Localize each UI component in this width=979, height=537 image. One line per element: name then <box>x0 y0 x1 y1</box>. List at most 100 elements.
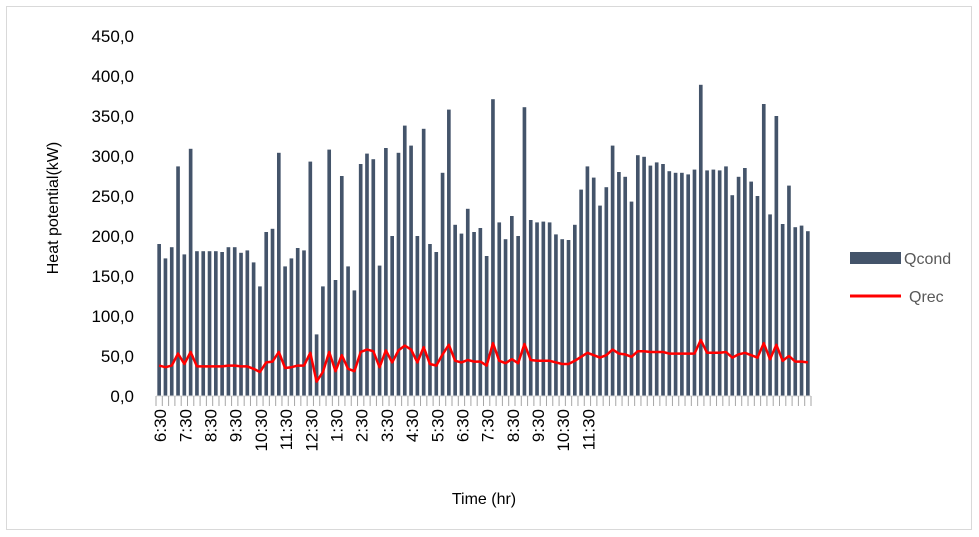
qcond-bar <box>598 205 602 396</box>
qcond-bar <box>314 334 319 396</box>
qcond-bar <box>295 248 300 396</box>
y-tick-label: 100,0 <box>91 307 134 326</box>
qcond-bar <box>629 201 634 396</box>
qcond-bar <box>623 176 628 396</box>
qcond-bar <box>566 240 571 396</box>
y-tick-label: 300,0 <box>91 147 134 166</box>
qcond-bar <box>465 208 470 396</box>
qcond-bar <box>365 153 369 396</box>
qcond-bar <box>743 168 747 396</box>
qcond-bar <box>163 258 168 396</box>
qcond-bar <box>333 280 338 396</box>
x-tick-label: 1:30 <box>328 409 347 442</box>
qcond-bar <box>806 231 810 396</box>
qcond-bar <box>270 228 275 396</box>
x-tick-label: 6:30 <box>453 409 472 442</box>
qcond-bar <box>560 239 565 396</box>
qcond-bar <box>447 109 451 396</box>
qcond-bar <box>591 177 596 396</box>
x-axis-title: Time (hr) <box>452 491 516 508</box>
qcond-bar <box>654 162 659 396</box>
qcond-bar <box>245 250 250 396</box>
qcond-bar <box>239 252 243 396</box>
qrec-line-group <box>158 338 809 383</box>
qcond-bar <box>617 172 621 396</box>
x-tick-label: 9:30 <box>227 409 246 442</box>
qcond-bar <box>195 251 199 396</box>
qcond-bar <box>547 222 552 396</box>
y-tick-label: 50,0 <box>101 347 134 366</box>
y-tick-label: 250,0 <box>91 187 134 206</box>
x-tick-label: 10:30 <box>554 409 573 452</box>
qcond-bar <box>510 216 514 396</box>
qcond-bar <box>289 258 294 396</box>
qcond-bar <box>415 236 420 396</box>
qcond-bar <box>610 145 615 396</box>
x-tick-label: 8:30 <box>202 409 221 442</box>
qcond-bar <box>535 222 539 396</box>
y-tick-label: 150,0 <box>91 267 134 286</box>
qcond-bar <box>705 170 709 396</box>
qcond-bar <box>503 239 508 396</box>
qcond-bar <box>283 266 287 396</box>
qcond-bar <box>516 236 520 396</box>
qcond-bar <box>220 252 224 396</box>
y-tick-label: 400,0 <box>91 67 134 86</box>
qcond-bar <box>346 266 350 396</box>
qcond-bar <box>528 220 533 396</box>
qcond-bar <box>459 233 464 396</box>
legend: Qcond Qrec <box>850 251 951 306</box>
qcond-bar <box>157 244 161 396</box>
x-tick-label: 8:30 <box>504 409 523 442</box>
qcond-bar <box>402 125 407 396</box>
qcond-bar <box>308 161 313 396</box>
qcond-bar <box>276 152 281 396</box>
x-tick-label: 5:30 <box>428 409 447 442</box>
y-tick-label: 0,0 <box>110 387 134 406</box>
qcond-bar <box>648 165 653 396</box>
qcond-bar <box>258 286 262 396</box>
y-tick-label: 450,0 <box>91 27 134 46</box>
qcond-bar <box>717 170 722 396</box>
qcond-bar <box>799 225 804 396</box>
qcond-bar <box>774 116 779 396</box>
qcond-bar <box>780 224 785 396</box>
y-tick-label: 200,0 <box>91 227 134 246</box>
qcond-bar <box>214 251 218 396</box>
qcond-bar <box>440 172 445 396</box>
qcond-bar <box>302 250 306 396</box>
qcond-bar <box>579 189 583 396</box>
legend-qcond-swatch <box>850 252 901 264</box>
qcond-bar <box>396 152 401 396</box>
qrec-line <box>158 338 809 383</box>
qcond-bar <box>724 166 728 396</box>
qcond-bar <box>472 232 476 396</box>
qcond-bar <box>554 234 558 396</box>
qcond-bar <box>421 128 426 397</box>
qcond-bar <box>667 171 672 396</box>
x-tick-label: 9:30 <box>529 409 548 442</box>
x-tick-label: 11:30 <box>579 409 598 450</box>
x-tick-label: 3:30 <box>378 409 397 442</box>
qcond-bar <box>692 169 697 396</box>
qcond-bar <box>497 222 502 396</box>
qcond-bar <box>585 166 590 396</box>
x-tick-label: 6:30 <box>151 409 170 442</box>
x-tick-label: 7:30 <box>479 409 498 442</box>
y-axis-ticks: 0,0 50,0 100,0 150,0 200,0 250,0 300,0 350,0 400… <box>91 27 134 406</box>
qcond-bar <box>358 164 363 396</box>
qcond-bar <box>522 107 527 396</box>
qcond-bar <box>169 247 174 396</box>
qcond-bar <box>327 149 332 396</box>
qcond-bar <box>232 247 237 396</box>
qcond-bar <box>226 247 231 396</box>
qcond-bar <box>453 224 457 396</box>
qcond-bar <box>730 195 735 396</box>
qcond-bar <box>321 286 325 396</box>
qcond-bar <box>188 148 193 396</box>
x-tick-label: 2:30 <box>353 409 372 442</box>
qcond-bar <box>491 99 495 396</box>
qcond-bar <box>711 169 716 396</box>
qcond-bar <box>736 176 741 396</box>
x-tick-label: 7:30 <box>176 409 195 442</box>
